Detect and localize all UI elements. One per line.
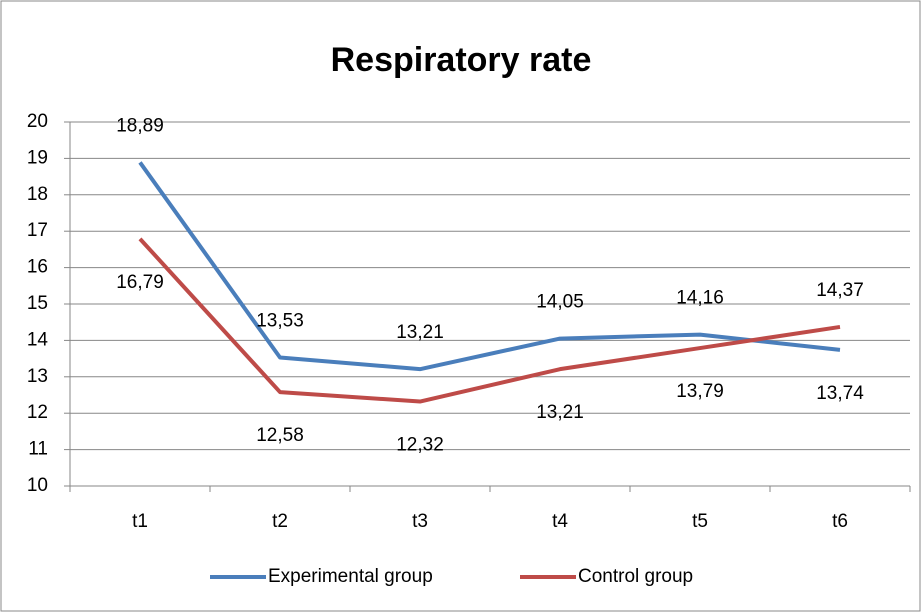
legend-label: Control group (578, 566, 693, 587)
y-tick-label: 12 (27, 402, 48, 423)
x-tick-label: t2 (272, 511, 288, 532)
data-label: 13,74 (816, 383, 864, 404)
data-label: 14,05 (536, 292, 584, 313)
y-tick-label: 10 (27, 475, 48, 496)
data-label: 13,21 (396, 322, 444, 343)
chart-title: Respiratory rate (331, 41, 592, 79)
y-tick-label: 19 (27, 147, 48, 168)
x-tick-label: t4 (552, 511, 568, 532)
y-tick-label: 17 (27, 220, 48, 241)
data-label: 12,58 (256, 425, 304, 446)
series-line (138, 237, 841, 404)
series-line (138, 161, 841, 372)
y-tick-label: 20 (27, 111, 48, 132)
y-tick-label: 14 (27, 329, 49, 350)
data-label: 13,53 (256, 311, 304, 332)
x-tick-label: t5 (692, 511, 708, 532)
data-label: 14,16 (676, 288, 724, 309)
data-label: 16,79 (116, 272, 164, 293)
y-tick-label: 16 (27, 257, 48, 278)
data-label: 13,79 (676, 381, 724, 402)
x-tick-label: t3 (412, 511, 428, 532)
legend-label: Experimental group (268, 566, 433, 587)
y-tick-label: 13 (27, 366, 48, 387)
data-label: 14,37 (816, 280, 864, 301)
data-label: 18,89 (116, 115, 164, 136)
data-label: 12,32 (396, 435, 444, 456)
x-tick-label: t6 (832, 511, 848, 532)
data-label: 13,21 (536, 402, 584, 423)
y-tick-label: 18 (27, 184, 48, 205)
x-tick-label: t1 (132, 511, 148, 532)
y-tick-label: 15 (27, 293, 48, 314)
y-tick-label: 11 (28, 439, 48, 460)
